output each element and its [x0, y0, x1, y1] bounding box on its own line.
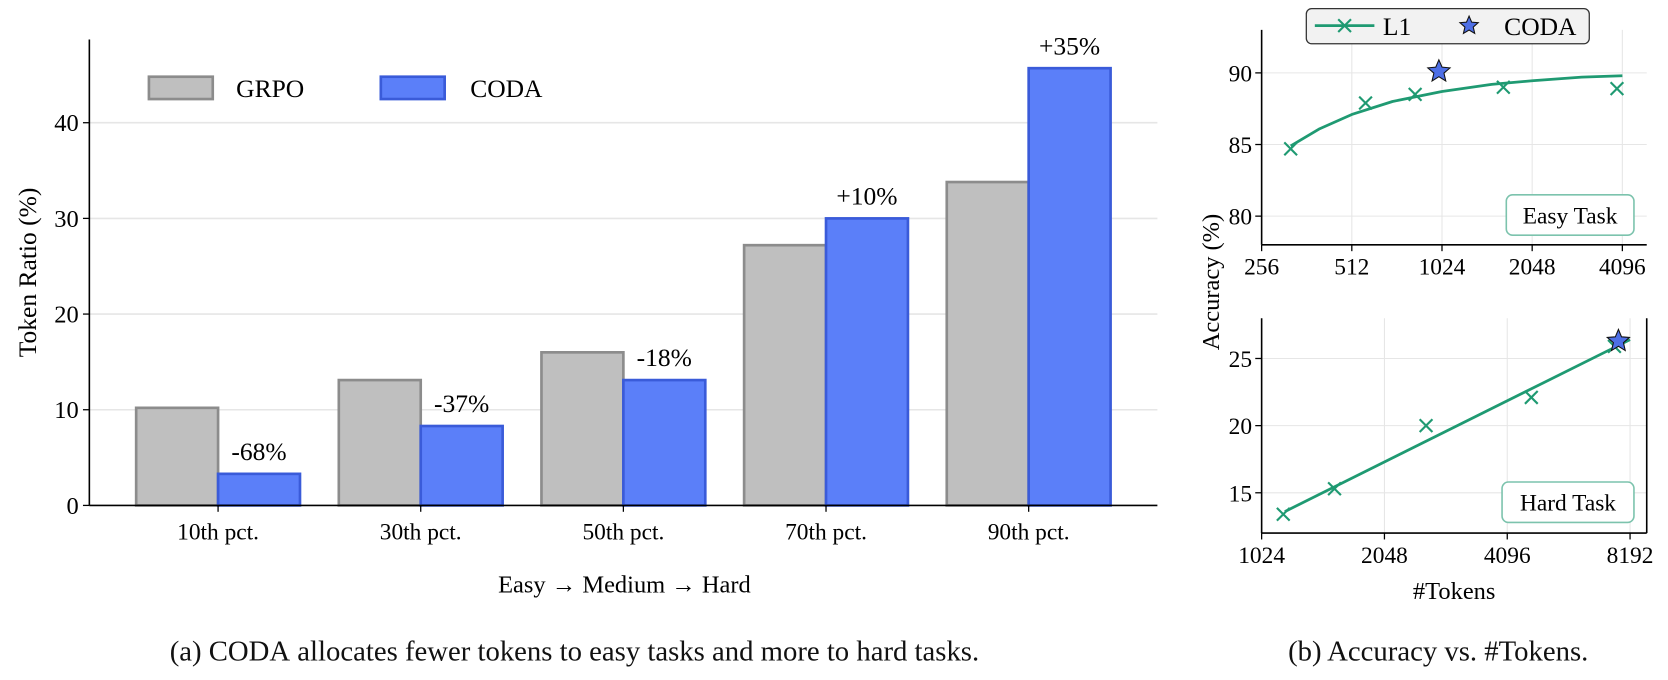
bar-grpo	[742, 243, 828, 507]
x-marker-stroke	[1358, 95, 1373, 111]
x-marker-stroke	[1337, 18, 1352, 33]
y-tick-label: 25	[1229, 347, 1252, 373]
legend-label-coda: CODA	[470, 74, 543, 103]
bar-annotation: -68%	[231, 437, 286, 466]
x-tick-label: 50th pct.	[582, 519, 664, 545]
bar-coda	[824, 217, 910, 507]
y-axis-label: Accuracy (%)	[1198, 214, 1225, 350]
x-tick-label: 90th pct.	[988, 519, 1070, 545]
task-annotation-label: Easy Task	[1523, 204, 1618, 230]
bar-grpo	[337, 378, 423, 507]
x-marker-stroke	[1283, 141, 1298, 156]
coda-star-point	[1426, 58, 1452, 83]
bar-coda	[216, 472, 302, 507]
legend-label-grpo: GRPO	[236, 74, 304, 103]
x-tick-label: 512	[1334, 255, 1369, 281]
bar-grpo	[540, 351, 625, 507]
l1-data-point	[1358, 95, 1373, 111]
x-tick-label: 4096	[1484, 543, 1531, 569]
y-tick-label: 10	[54, 397, 78, 424]
x-tick-label: 2048	[1509, 255, 1556, 281]
caption-a: (a) CODA allocates fewer tokens to easy …	[170, 636, 979, 668]
l1-data-point	[1524, 390, 1539, 405]
x-axis-label: #Tokens	[1413, 578, 1496, 605]
token-ratio-bar-chart: 0 10 20 30 40 -68% 10th pct. -37% 30th pct. -18% 5…	[13, 31, 1158, 599]
legend-label-l1: L1	[1383, 12, 1411, 41]
l1-fit-line	[1289, 74, 1623, 148]
l1-data-point	[1327, 481, 1342, 496]
bar-coda	[1027, 66, 1112, 507]
x-tick-label: 10th pct.	[177, 519, 259, 545]
l1-data-point	[1418, 418, 1434, 433]
x-tick-label: 1024	[1419, 255, 1466, 281]
task-annotation-box	[1501, 481, 1635, 524]
x-marker-stroke	[1496, 80, 1511, 95]
legend: L1 CODA	[1305, 7, 1590, 45]
l1-data-point	[1408, 87, 1423, 102]
caption-b: (b) Accuracy vs. #Tokens.	[1288, 636, 1588, 668]
y-tick-label: 0	[66, 493, 78, 520]
x-tick-label: 8192	[1607, 543, 1654, 569]
y-tick-label: 30	[54, 206, 78, 233]
bar-annotation: +35%	[1039, 31, 1100, 60]
x-tick-label: 2048	[1361, 543, 1408, 569]
task-annotation-label: Hard Task	[1520, 491, 1616, 517]
y-tick-label: 90	[1229, 61, 1252, 87]
x-tick-label: 1024	[1238, 543, 1285, 569]
x-axis-label: Easy → Medium → Hard	[498, 572, 751, 599]
y-tick-label: 20	[1229, 414, 1252, 440]
x-marker-stroke	[1327, 481, 1342, 496]
caption-a-rest: allocates fewer tokens to easy tasks and…	[290, 636, 979, 668]
l1-data-point	[1283, 141, 1298, 156]
x-marker-stroke	[1408, 87, 1423, 102]
bar-grpo	[945, 180, 1031, 507]
bar-coda	[419, 424, 504, 507]
l1-data-point	[1609, 81, 1625, 96]
legend-swatch-coda	[379, 75, 446, 101]
bar-annotation: -37%	[434, 389, 489, 418]
task-annotation-box	[1505, 193, 1635, 237]
caption-a-method-name: CODA	[209, 636, 291, 668]
l1-data-point	[1496, 80, 1511, 95]
x-marker-stroke	[1418, 418, 1434, 433]
y-tick-label: 80	[1229, 205, 1252, 231]
bar-annotation: -18%	[637, 343, 692, 372]
coda-star-point	[1605, 327, 1631, 352]
x-marker-stroke	[1524, 390, 1539, 405]
y-tick-label: 15	[1229, 481, 1252, 507]
legend: GRPO CODA	[147, 74, 543, 103]
y-tick-label: 20	[54, 302, 78, 329]
x-tick-label: 256	[1244, 255, 1279, 281]
caption-a-prefix: (a)	[170, 636, 209, 668]
x-tick-label: 70th pct.	[785, 519, 867, 545]
x-marker-stroke	[1609, 81, 1625, 96]
l1-data-point	[1276, 507, 1291, 522]
y-axis-label: Token Ratio (%)	[13, 188, 42, 358]
y-tick-label: 40	[54, 110, 78, 137]
legend-l1-marker	[1337, 18, 1352, 33]
legend-box	[1305, 7, 1590, 45]
easy-task-accuracy-chart: 256 512 1024 2048 4096 80 85 90 Easy Task Accurac…	[1198, 7, 1647, 350]
legend-label-coda: CODA	[1504, 12, 1577, 41]
bar-grpo	[134, 406, 220, 507]
y-tick-label: 85	[1229, 133, 1252, 159]
bar-annotation: +10%	[836, 182, 897, 211]
x-tick-label: 4096	[1599, 255, 1646, 281]
bar-coda	[622, 378, 707, 507]
hard-task-accuracy-chart: 1024 2048 4096 8192 15 20 25 Hard Task #Tokens	[1229, 318, 1654, 605]
legend-swatch-grpo	[147, 75, 215, 101]
x-tick-label: 30th pct.	[380, 519, 462, 545]
l1-fit-line	[1284, 338, 1631, 513]
legend-coda-star	[1458, 14, 1480, 35]
x-marker-stroke	[1276, 507, 1291, 522]
